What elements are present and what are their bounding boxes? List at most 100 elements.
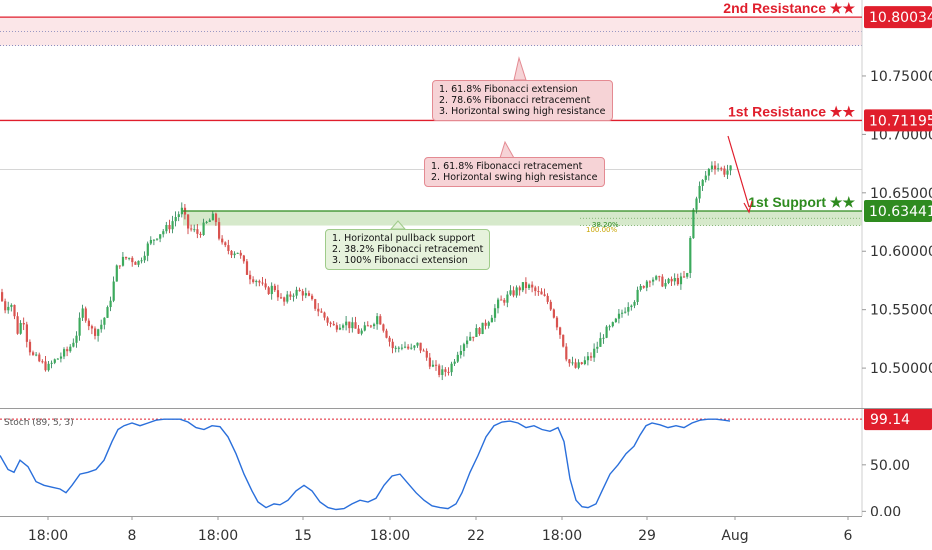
candle-body — [214, 213, 218, 223]
candle-body — [438, 365, 441, 375]
level-price-tag — [864, 109, 932, 132]
candle-body — [683, 276, 686, 278]
note-line: 3. Horizontal swing high resistance — [439, 106, 606, 117]
candle-body — [692, 209, 695, 239]
candle-body — [624, 311, 627, 313]
candle-body — [369, 325, 373, 327]
candle-body — [431, 364, 435, 367]
time-tick-label: 18:00 — [370, 528, 410, 544]
candle-body — [44, 361, 47, 371]
candle-body — [267, 287, 270, 295]
candle-body — [131, 257, 134, 263]
candle-body — [249, 274, 252, 280]
candle-body — [366, 325, 369, 327]
candle-body — [701, 179, 704, 186]
candle-body — [196, 229, 199, 234]
time-tick-label: 29 — [638, 528, 656, 544]
candle-body — [655, 276, 658, 280]
time-axis: 18:00 8 18:00 15 18:00 22 18:00 29 Aug 6 — [0, 516, 862, 544]
candle-body — [413, 345, 416, 348]
candle-body — [121, 256, 125, 266]
candle-body — [159, 234, 162, 239]
candle-body — [633, 301, 636, 306]
candle-body — [459, 350, 462, 355]
candle-body — [174, 217, 177, 222]
candle-body — [428, 357, 431, 367]
candle-body — [537, 291, 540, 293]
candle-body — [710, 165, 714, 170]
candle-body — [453, 361, 456, 364]
candle-body — [264, 283, 267, 288]
candle-body — [103, 317, 106, 325]
candle-body — [224, 242, 227, 246]
candle-body — [69, 346, 72, 352]
candle-body — [720, 168, 723, 170]
candle-body — [717, 168, 720, 170]
level-price-tag-text: 10.71195 — [869, 113, 932, 129]
candle-body — [351, 322, 354, 329]
candle-body — [156, 238, 159, 240]
candle-body — [407, 346, 410, 349]
candle-body — [258, 280, 261, 283]
price-tick-label: 10.75000 — [870, 69, 932, 85]
candle-body — [645, 281, 648, 288]
note-2nd-resistance: 1. 61.8% Fibonacci extension 2. 78.6% Fi… — [432, 80, 613, 121]
stochastic-panel[interactable]: 50.00 0.00 99.14 — [0, 409, 932, 516]
candle-body — [704, 175, 707, 180]
candle-body — [497, 299, 500, 309]
candle-body — [255, 280, 258, 283]
candle-body — [106, 307, 109, 318]
candle-body — [599, 338, 602, 347]
candle-body — [304, 293, 307, 296]
candle-body — [35, 354, 38, 356]
candle-body — [146, 243, 149, 256]
candle-body — [273, 285, 276, 291]
candle-body — [301, 291, 304, 296]
level-price-tag — [864, 200, 932, 223]
candle-body — [670, 278, 673, 282]
candlestick-series — [1, 160, 732, 381]
candle-body — [586, 356, 590, 361]
candle-body — [363, 325, 366, 331]
note-line: 3. 100% Fibonacci extension — [332, 255, 468, 266]
candle-body — [667, 278, 670, 284]
note-line: 2. Horizontal swing high resistance — [431, 172, 598, 183]
candle-body — [323, 312, 326, 318]
arrow-head — [743, 200, 753, 214]
candle-body — [627, 307, 630, 312]
candle-body — [187, 214, 190, 229]
level-price-tag — [864, 6, 932, 29]
candle-body — [571, 362, 574, 364]
candle-body — [469, 336, 472, 341]
candle-body — [410, 347, 413, 349]
candle-body — [602, 337, 605, 339]
candle-body — [329, 322, 332, 324]
time-tick-label: 15 — [294, 528, 312, 544]
candle-body — [283, 297, 286, 302]
price-tick-label: 10.50000 — [870, 361, 932, 377]
candle-body — [112, 281, 115, 301]
candle-body — [28, 341, 32, 353]
price-tick-label: 10.55000 — [870, 303, 932, 319]
candle-body — [221, 238, 224, 243]
candle-body — [636, 289, 639, 302]
price-chart[interactable]: 38.20% 100.00% 2nd Resistance ★★ 1st Resi… — [0, 0, 932, 409]
candle-body — [528, 284, 531, 289]
stochastic-tick-label: 0.00 — [870, 504, 901, 516]
candle-body — [425, 350, 428, 358]
stochastic-series — [0, 418, 731, 511]
candle-body — [515, 287, 518, 296]
candle-body — [193, 229, 196, 231]
callout-pointer-1st-resistance — [499, 140, 515, 159]
candle-body — [484, 322, 487, 326]
candle-body — [342, 325, 345, 328]
time-tick-label: 18:00 — [28, 528, 68, 544]
candle-body — [354, 322, 357, 329]
note-line: 1. 61.8% Fibonacci extension — [439, 84, 578, 95]
stochastic-value-tag-text: 99.14 — [870, 412, 910, 428]
candle-body — [540, 291, 543, 295]
candle-body — [261, 282, 264, 284]
candle-body — [481, 322, 484, 334]
candle-body — [177, 214, 180, 218]
candle-body — [552, 309, 555, 318]
